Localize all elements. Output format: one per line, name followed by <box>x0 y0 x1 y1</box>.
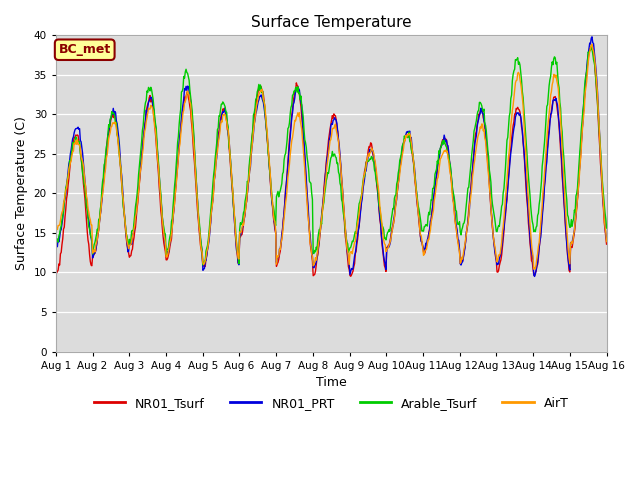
NR01_Tsurf <box>204 246 211 252</box>
Legend: NR01_Tsurf, NR01_PRT, Arable_Tsurf, AirT: NR01_Tsurf, NR01_PRT, Arable_Tsurf, AirT <box>89 392 573 415</box>
NR01_Tsurf <box>347 274 355 279</box>
NR01_Tsurf <box>62 206 70 212</box>
Line: NR01_Tsurf: NR01_Tsurf <box>56 48 607 276</box>
AirT <box>603 239 611 244</box>
Arable_Tsurf <box>62 185 70 191</box>
Text: BC_met: BC_met <box>59 43 111 56</box>
NR01_Tsurf <box>588 45 595 51</box>
NR01_Tsurf <box>175 153 182 159</box>
NR01_PRT <box>62 191 70 197</box>
NR01_PRT <box>118 184 126 190</box>
AirT <box>62 187 70 193</box>
NR01_PRT <box>603 237 611 242</box>
Line: Arable_Tsurf: Arable_Tsurf <box>56 46 607 265</box>
AirT <box>175 156 182 162</box>
NR01_PRT <box>52 242 60 248</box>
AirT <box>118 191 126 196</box>
AirT <box>414 210 422 216</box>
NR01_Tsurf <box>52 267 60 273</box>
Line: NR01_PRT: NR01_PRT <box>56 37 607 276</box>
Arable_Tsurf <box>588 43 595 48</box>
Line: AirT: AirT <box>56 44 607 269</box>
NR01_Tsurf <box>415 219 423 225</box>
NR01_Tsurf <box>118 190 126 196</box>
Arable_Tsurf <box>118 190 126 196</box>
Title: Surface Temperature: Surface Temperature <box>251 15 412 30</box>
NR01_PRT <box>531 274 538 279</box>
NR01_PRT <box>175 152 182 157</box>
AirT <box>530 266 538 272</box>
Y-axis label: Surface Temperature (C): Surface Temperature (C) <box>15 117 28 270</box>
NR01_PRT <box>204 247 211 252</box>
Arable_Tsurf <box>415 206 423 212</box>
AirT <box>204 246 211 252</box>
NR01_PRT <box>398 150 406 156</box>
NR01_Tsurf <box>399 147 406 153</box>
Arable_Tsurf <box>399 142 406 147</box>
NR01_PRT <box>588 34 596 40</box>
Arable_Tsurf <box>199 262 207 268</box>
X-axis label: Time: Time <box>316 376 347 389</box>
Arable_Tsurf <box>175 133 182 139</box>
AirT <box>52 226 60 232</box>
NR01_PRT <box>414 208 422 214</box>
AirT <box>398 154 406 160</box>
Arable_Tsurf <box>204 237 212 243</box>
NR01_Tsurf <box>603 241 611 247</box>
Arable_Tsurf <box>603 225 611 231</box>
AirT <box>588 41 596 47</box>
Arable_Tsurf <box>52 234 60 240</box>
